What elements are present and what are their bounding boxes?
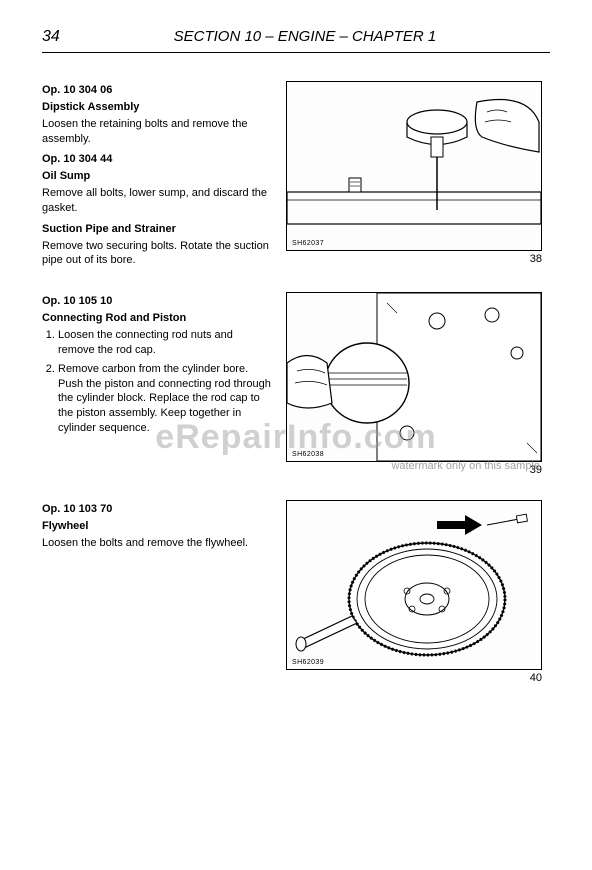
- figure-38: SH62037: [286, 81, 542, 251]
- figure-number: 40: [286, 672, 542, 684]
- figure-number: 38: [286, 253, 542, 265]
- content-row-1: Op. 10 304 06 Dipstick Assembly Loosen t…: [42, 81, 550, 274]
- content-row-3: Op. 10 103 70 Flywheel Loosen the bolts …: [42, 500, 550, 684]
- op-code: Op. 10 304 44: [42, 152, 272, 167]
- step-list: Loosen the connecting rod nuts and remov…: [42, 328, 272, 436]
- op-code: Op. 10 304 06: [42, 83, 272, 98]
- figure-col-2: SH62038 39: [286, 292, 550, 476]
- page-number: 34: [42, 28, 60, 46]
- paragraph: Remove all bolts, lower sump, and discar…: [42, 186, 272, 216]
- figure-number: 39: [286, 464, 542, 476]
- figure-39: SH62038: [286, 292, 542, 462]
- paragraph: Remove two securing bolts. Rotate the su…: [42, 239, 272, 269]
- paragraph: Loosen the retaining bolts and remove th…: [42, 117, 272, 147]
- figure-40: SH62039: [286, 500, 542, 670]
- section-title: SECTION 10 – ENGINE – CHAPTER 1: [60, 28, 550, 45]
- text-col-1: Op. 10 304 06 Dipstick Assembly Loosen t…: [42, 81, 272, 274]
- figure-label: SH62038: [292, 451, 324, 458]
- subheading: Suction Pipe and Strainer: [42, 222, 272, 237]
- figure-col-1: SH62037 38: [286, 81, 550, 274]
- subheading: Dipstick Assembly: [42, 100, 272, 115]
- paragraph: Loosen the bolts and remove the flywheel…: [42, 536, 272, 551]
- figure-label: SH62039: [292, 659, 324, 666]
- op-code: Op. 10 105 10: [42, 294, 272, 309]
- text-col-2: Op. 10 105 10 Connecting Rod and Piston …: [42, 292, 272, 476]
- step-item: Loosen the connecting rod nuts and remov…: [58, 328, 272, 358]
- figure-label: SH62037: [292, 240, 324, 247]
- op-code: Op. 10 103 70: [42, 502, 272, 517]
- figure-col-3: SH62039 40: [286, 500, 550, 684]
- content-row-2: Op. 10 105 10 Connecting Rod and Piston …: [42, 292, 550, 476]
- subheading: Oil Sump: [42, 169, 272, 184]
- step-item: Remove carbon from the cylinder bore. Pu…: [58, 362, 272, 436]
- subheading: Flywheel: [42, 519, 272, 534]
- page-header: 34 SECTION 10 – ENGINE – CHAPTER 1: [42, 28, 550, 53]
- text-col-3: Op. 10 103 70 Flywheel Loosen the bolts …: [42, 500, 272, 684]
- subheading: Connecting Rod and Piston: [42, 311, 272, 326]
